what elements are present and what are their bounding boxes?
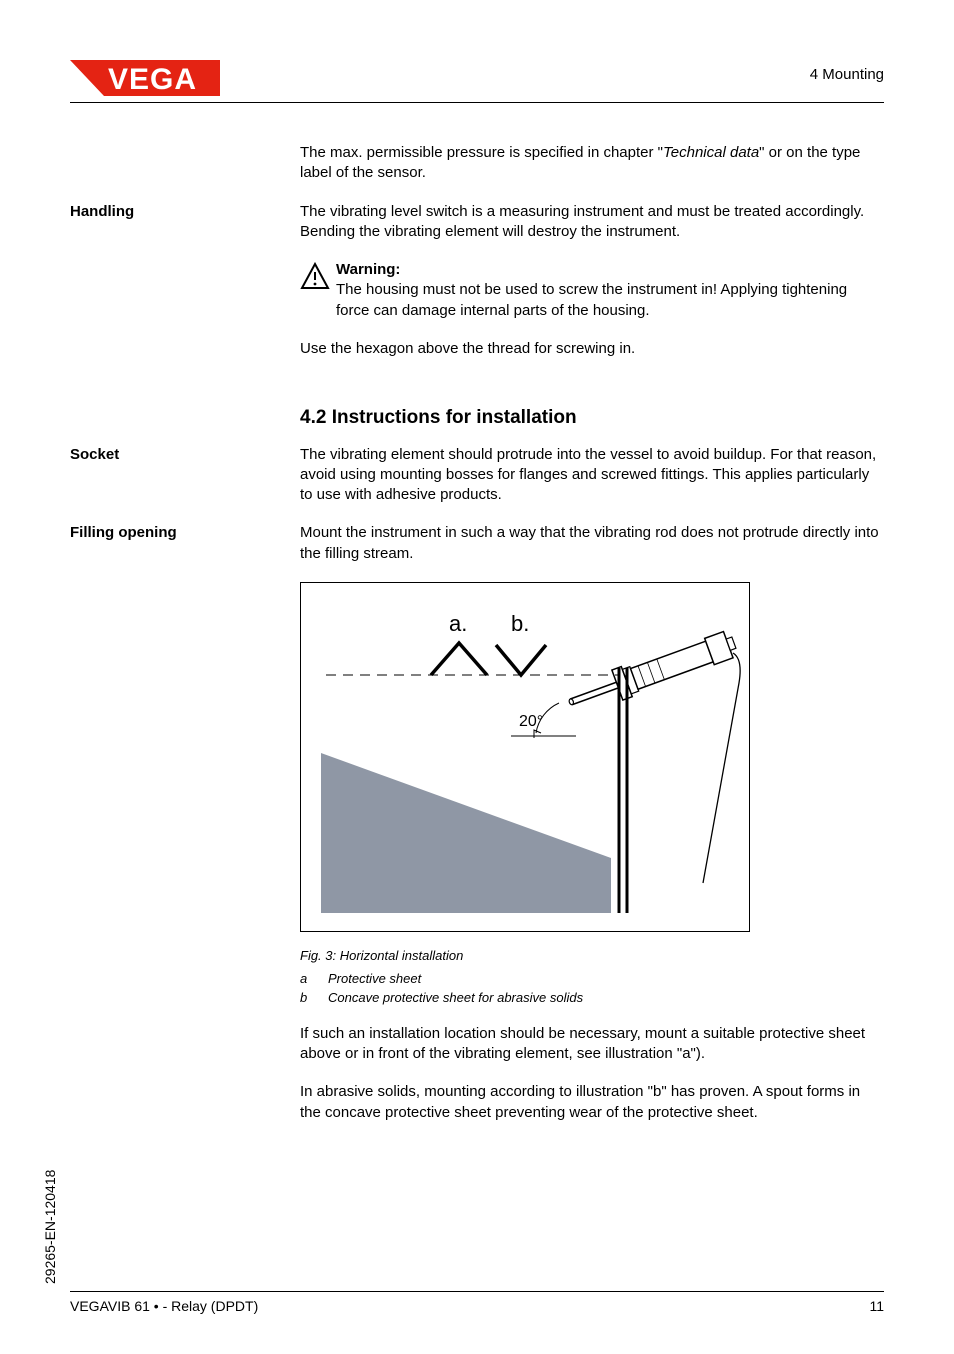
margin-spacer: [70, 339, 300, 359]
handling-text: The vibrating level switch is a measurin…: [300, 202, 884, 243]
document-code: 29265-EN-120418: [42, 1170, 58, 1284]
margin-spacer: [70, 1082, 300, 1123]
pressure-note-italic: Technical data: [663, 144, 759, 161]
after-figure-p2: In abrasive solids, mounting according t…: [300, 1082, 884, 1123]
figure-caption: Fig. 3: Horizontal installation: [300, 948, 884, 963]
section-heading: 4.2 Instructions for installation: [300, 405, 884, 431]
svg-text:VEGA: VEGA: [108, 63, 197, 96]
handling-label: Handling: [70, 202, 300, 243]
margin-spacer: [70, 143, 300, 184]
filling-opening-text: Mount the instrument in such a way that …: [300, 523, 884, 564]
legend-key-b: b: [300, 988, 328, 1008]
figure-horizontal-installation: a. b. 20°: [300, 582, 750, 932]
socket-label: Socket: [70, 445, 300, 506]
pressure-note: The max. permissible pressure is specifi…: [300, 143, 884, 184]
footer-left: VEGAVIB 61 • - Relay (DPDT): [70, 1298, 258, 1314]
margin-spacer: [70, 377, 300, 445]
legend-text-a: Protective sheet: [328, 971, 421, 986]
filling-opening-label: Filling opening: [70, 523, 300, 564]
socket-text: The vibrating element should protrude in…: [300, 445, 884, 506]
vega-logo: VEGA: [70, 60, 220, 96]
warning-heading: Warning:: [336, 260, 884, 280]
footer-divider: [70, 1291, 884, 1292]
figure-legend: aProtective sheet bConcave protective sh…: [300, 969, 884, 1008]
after-figure-p1: If such an installation location should …: [300, 1024, 884, 1065]
header-divider: [70, 102, 884, 103]
hexagon-text: Use the hexagon above the thread for scr…: [300, 339, 884, 359]
legend-key-a: a: [300, 969, 328, 989]
margin-spacer: [70, 260, 300, 321]
legend-text-b: Concave protective sheet for abrasive so…: [328, 990, 583, 1005]
figure-label-b: b.: [511, 611, 529, 637]
footer-page-number: 11: [869, 1298, 884, 1314]
warning-text: The housing must not be used to screw th…: [336, 280, 884, 321]
margin-spacer: [70, 1024, 300, 1065]
header-section-label: 4 Mounting: [810, 60, 884, 83]
svg-text:20°: 20°: [519, 713, 543, 730]
warning-icon: [300, 260, 336, 321]
figure-label-a: a.: [449, 611, 467, 637]
pressure-note-a: The max. permissible pressure is specifi…: [300, 144, 663, 161]
